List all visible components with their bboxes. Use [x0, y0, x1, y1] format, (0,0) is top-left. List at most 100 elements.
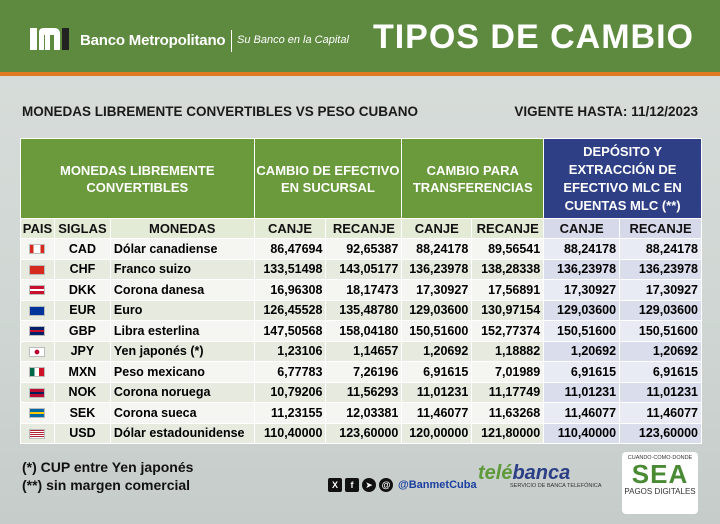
table-row: USD Dólar estadounidense 110,40000 123,6000… [20, 422, 702, 444]
col-monedas: MONEDAS [109, 218, 255, 239]
col-recanje-mlc: RECANJE [619, 218, 702, 239]
sea-wordmark: SEA [631, 459, 689, 489]
rate-canje-efectivo: 16,96308 [253, 279, 327, 301]
header-transferencias: CAMBIO PARA TRANSFERENCIAS [401, 138, 545, 219]
rate-canje-transfer: 11,46077 [401, 402, 473, 424]
currency-code: DKK [53, 279, 111, 301]
sea-tagline: CUANDO·COMO·DONDE [627, 455, 693, 461]
footnotes: (*) CUP entre Yen japonés (**) sin marge… [22, 458, 193, 494]
header-monedas: MONEDAS LIBREMENTE CONVERTIBLES [20, 138, 255, 219]
col-recanje-efectivo: RECANJE [325, 218, 403, 239]
rate-canje-transfer: 6,91615 [401, 361, 473, 383]
rate-recanje-transfer: 138,28338 [471, 258, 545, 280]
rate-recanje-efectivo: 12,03381 [325, 402, 403, 424]
rate-canje-mlc: 136,23978 [543, 258, 621, 280]
social-handle[interactable]: @BanmetCuba [398, 479, 477, 491]
rate-canje-mlc: 1,20692 [543, 340, 621, 362]
table-row: SEK Corona sueca 11,23155 12,03381 11,46077 1… [20, 402, 702, 424]
col-recanje-transfer: RECANJE [471, 218, 545, 239]
currency-name: Franco suizo [109, 258, 255, 280]
col-canje-efectivo: CANJE [253, 218, 327, 239]
rate-canje-efectivo: 11,23155 [253, 402, 327, 424]
rate-recanje-efectivo: 1,14657 [325, 340, 403, 362]
telebanca-logo-part2: banca [512, 462, 571, 484]
bm-logo-icon [30, 28, 69, 50]
country-flag-cell [20, 258, 55, 280]
col-canje-mlc: CANJE [543, 218, 621, 239]
rate-recanje-transfer: 121,80000 [471, 422, 545, 444]
currency-code: USD [53, 422, 111, 444]
country-flag-cell [20, 422, 55, 444]
rate-canje-mlc: 11,01231 [543, 381, 621, 403]
rate-canje-mlc: 110,40000 [543, 422, 621, 444]
currency-code: NOK [53, 381, 111, 403]
footnote-mlc: (**) sin margen comercial [22, 477, 191, 493]
col-siglas: SIGLAS [53, 218, 111, 239]
rate-canje-transfer: 11,01231 [401, 381, 473, 403]
x-twitter-icon[interactable]: X [328, 478, 342, 492]
telebanca-subtitle: SERVICIO DE BANCA TELEFÓNICA [510, 483, 602, 489]
currency-name: Peso mexicano [109, 361, 255, 383]
rate-recanje-transfer: 17,56891 [471, 279, 545, 301]
mexico-flag-icon [29, 367, 46, 378]
bank-slogan: Su Banco en la Capital [237, 34, 349, 46]
rate-recanje-efectivo: 92,65387 [325, 238, 403, 260]
telebanca-logo-part1: telé [478, 462, 513, 484]
currency-code: CAD [53, 238, 111, 260]
table-row: DKK Corona danesa 16,96308 18,17473 17,30927… [20, 279, 702, 301]
rate-recanje-mlc: 11,46077 [619, 402, 702, 424]
table-body: CAD Dólar canadiense 86,47694 92,65387 88,24… [20, 238, 702, 444]
rate-canje-transfer: 1,20692 [401, 340, 473, 362]
rate-recanje-transfer: 11,63268 [471, 402, 545, 424]
table-subtitle: MONEDAS LIBREMENTE CONVERTIBLES VS PESO … [22, 104, 419, 119]
table-row: CHF Franco suizo 133,51498 143,05177 136,239… [20, 258, 702, 280]
uk-flag-icon [29, 326, 46, 337]
denmark-flag-icon [29, 285, 46, 296]
rate-canje-mlc: 11,46077 [543, 402, 621, 424]
country-flag-cell [20, 361, 55, 383]
rate-canje-mlc: 6,91615 [543, 361, 621, 383]
telegram-icon[interactable]: ➤ [362, 478, 376, 492]
currency-name: Dólar estadounidense [109, 422, 255, 444]
table-row: JPY Yen japonés (*) 1,23106 1,14657 1,20692 1… [20, 340, 702, 362]
country-flag-cell [20, 299, 55, 321]
rate-recanje-mlc: 136,23978 [619, 258, 702, 280]
rate-recanje-mlc: 88,24178 [619, 238, 702, 260]
rate-recanje-transfer: 152,77374 [471, 320, 545, 342]
rate-canje-efectivo: 10,79206 [253, 381, 327, 403]
currency-name: Libra esterlina [109, 320, 255, 342]
col-pais: PAIS [20, 218, 55, 239]
rate-recanje-mlc: 11,01231 [619, 381, 702, 403]
rate-canje-efectivo: 147,50568 [253, 320, 327, 342]
rate-canje-efectivo: 86,47694 [253, 238, 327, 260]
rate-canje-mlc: 129,03600 [543, 299, 621, 321]
currency-code: EUR [53, 299, 111, 321]
rate-recanje-mlc: 150,51600 [619, 320, 702, 342]
rate-recanje-efectivo: 11,56293 [325, 381, 403, 403]
rate-canje-efectivo: 6,77783 [253, 361, 327, 383]
rate-canje-efectivo: 133,51498 [253, 258, 327, 280]
sea-logo: CUANDO·COMO·DONDE SEA PAGOS DIGITALES [622, 452, 698, 514]
header-efectivo: CAMBIO DE EFECTIVO EN SUCURSAL [253, 138, 403, 219]
rate-recanje-transfer: 1,18882 [471, 340, 545, 362]
facebook-icon[interactable]: f [345, 478, 359, 492]
sea-subtitle: PAGOS DIGITALES [624, 487, 696, 496]
usa-flag-icon [29, 428, 46, 439]
rate-canje-efectivo: 1,23106 [253, 340, 327, 362]
rate-canje-transfer: 129,03600 [401, 299, 473, 321]
rate-canje-mlc: 17,30927 [543, 279, 621, 301]
header-mlc: DEPÓSITO Y EXTRACCIÓN DE EFECTIVO MLC EN… [543, 138, 702, 219]
header-bar: Banco Metropolitano Su Banco en la Capit… [0, 0, 720, 76]
currency-name: Corona danesa [109, 279, 255, 301]
at-sign-icon[interactable]: @ [379, 478, 393, 492]
rate-canje-transfer: 136,23978 [401, 258, 473, 280]
country-flag-cell [20, 238, 55, 260]
country-flag-cell [20, 340, 55, 362]
rate-canje-efectivo: 126,45528 [253, 299, 327, 321]
rate-recanje-mlc: 6,91615 [619, 361, 702, 383]
rate-recanje-efectivo: 7,26196 [325, 361, 403, 383]
rate-canje-mlc: 88,24178 [543, 238, 621, 260]
telebanca-logo: telébanca SERVICIO DE BANCA TELEFÓNICA [478, 462, 608, 489]
currency-name: Corona sueca [109, 402, 255, 424]
col-canje-transfer: CANJE [401, 218, 473, 239]
